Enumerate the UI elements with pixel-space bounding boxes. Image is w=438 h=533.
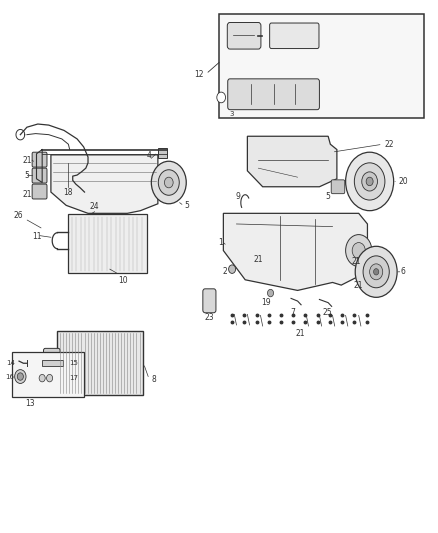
Text: 11: 11: [32, 232, 41, 241]
FancyBboxPatch shape: [32, 184, 47, 199]
Circle shape: [158, 169, 179, 195]
Circle shape: [346, 235, 372, 266]
Circle shape: [346, 152, 394, 211]
FancyBboxPatch shape: [228, 79, 319, 110]
FancyBboxPatch shape: [203, 289, 216, 313]
Text: 5: 5: [25, 171, 29, 180]
Text: 16: 16: [5, 374, 14, 379]
Text: 10: 10: [118, 276, 128, 285]
Circle shape: [229, 265, 236, 273]
Text: 14: 14: [6, 360, 14, 366]
Text: 20: 20: [399, 177, 409, 186]
Text: 12: 12: [194, 70, 204, 78]
Text: 21: 21: [22, 156, 32, 165]
Circle shape: [46, 374, 53, 382]
Circle shape: [374, 269, 379, 275]
Circle shape: [352, 243, 365, 259]
Circle shape: [363, 256, 389, 288]
Bar: [42, 360, 63, 367]
Text: 25: 25: [322, 308, 332, 317]
Text: 23: 23: [205, 313, 214, 322]
Circle shape: [164, 177, 173, 188]
Text: 2: 2: [222, 268, 227, 276]
FancyBboxPatch shape: [32, 168, 47, 183]
Polygon shape: [51, 155, 158, 213]
Circle shape: [151, 161, 186, 204]
Polygon shape: [247, 136, 337, 187]
Circle shape: [355, 246, 397, 297]
Circle shape: [14, 369, 26, 383]
Text: 18: 18: [64, 188, 73, 197]
Bar: [158, 148, 167, 158]
Text: 21: 21: [22, 190, 32, 199]
Text: 7: 7: [291, 308, 296, 317]
Circle shape: [370, 264, 383, 280]
Text: 5: 5: [325, 192, 330, 201]
Text: 22: 22: [384, 140, 393, 149]
Text: 21: 21: [354, 280, 364, 289]
Polygon shape: [223, 213, 367, 290]
Text: 24: 24: [90, 201, 99, 211]
FancyBboxPatch shape: [227, 22, 261, 49]
Text: 21: 21: [254, 255, 263, 264]
FancyBboxPatch shape: [270, 23, 319, 49]
Bar: [12, 352, 84, 397]
Circle shape: [366, 177, 373, 185]
Text: 5: 5: [184, 201, 189, 210]
Text: 15: 15: [70, 360, 78, 366]
FancyBboxPatch shape: [43, 349, 60, 378]
Text: 9: 9: [235, 192, 240, 201]
Bar: [81, 188, 88, 193]
Bar: [82, 181, 88, 185]
Bar: [57, 332, 143, 395]
Text: 1: 1: [218, 238, 223, 247]
Text: 3: 3: [229, 111, 233, 117]
Text: 21: 21: [352, 257, 361, 265]
Text: 17: 17: [70, 375, 79, 381]
FancyBboxPatch shape: [32, 152, 47, 167]
Bar: [219, 14, 424, 118]
Circle shape: [268, 289, 274, 297]
Bar: [68, 214, 147, 273]
Circle shape: [362, 172, 378, 191]
Text: 21: 21: [295, 329, 304, 338]
Circle shape: [39, 374, 45, 382]
Text: 13: 13: [25, 399, 35, 408]
FancyBboxPatch shape: [331, 180, 345, 193]
Text: 8: 8: [151, 375, 156, 384]
Text: 6: 6: [401, 268, 406, 276]
Text: 4: 4: [147, 151, 152, 160]
Circle shape: [17, 373, 23, 380]
Circle shape: [354, 163, 385, 200]
Text: 26: 26: [13, 212, 23, 221]
Text: 19: 19: [261, 298, 271, 308]
Circle shape: [217, 92, 226, 103]
